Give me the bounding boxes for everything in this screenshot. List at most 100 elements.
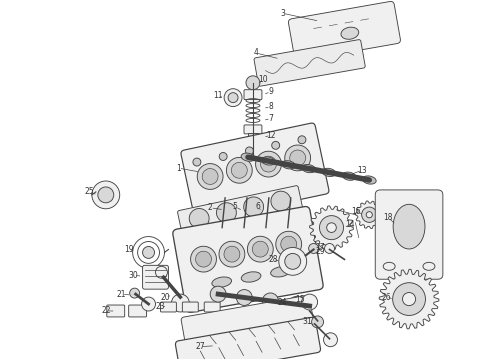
Circle shape [142, 297, 155, 311]
FancyBboxPatch shape [181, 123, 329, 221]
Circle shape [236, 289, 252, 305]
Circle shape [285, 145, 311, 171]
Text: 15: 15 [295, 294, 304, 303]
Text: 21: 21 [117, 289, 126, 298]
Ellipse shape [283, 227, 293, 232]
Text: 19: 19 [124, 245, 133, 254]
Text: 9: 9 [269, 87, 273, 96]
FancyBboxPatch shape [204, 302, 220, 312]
Circle shape [247, 236, 273, 262]
Circle shape [276, 231, 302, 257]
FancyBboxPatch shape [129, 305, 147, 317]
Text: 1: 1 [176, 163, 181, 172]
Circle shape [298, 136, 306, 144]
Circle shape [252, 241, 268, 257]
Polygon shape [379, 269, 439, 329]
Text: 30: 30 [129, 271, 139, 280]
Text: 27: 27 [196, 342, 205, 351]
Circle shape [279, 247, 307, 275]
Ellipse shape [212, 277, 232, 287]
Circle shape [219, 153, 227, 161]
Text: 2: 2 [208, 203, 213, 212]
Circle shape [246, 76, 260, 90]
Circle shape [302, 294, 318, 310]
Text: 14: 14 [345, 220, 355, 229]
Circle shape [155, 266, 168, 278]
Text: 12: 12 [266, 131, 275, 140]
Circle shape [281, 236, 296, 252]
Text: 26: 26 [381, 293, 391, 302]
Circle shape [392, 283, 425, 315]
Text: 6: 6 [255, 202, 260, 211]
Circle shape [271, 191, 291, 211]
Circle shape [219, 241, 245, 267]
Text: 24: 24 [278, 298, 288, 307]
Circle shape [324, 243, 335, 253]
Text: 5: 5 [233, 202, 238, 211]
Ellipse shape [270, 267, 290, 277]
Circle shape [309, 243, 318, 253]
Circle shape [226, 157, 252, 183]
FancyBboxPatch shape [182, 302, 198, 312]
Polygon shape [310, 206, 353, 249]
Circle shape [263, 293, 278, 309]
Text: 20: 20 [161, 293, 170, 302]
Text: 3: 3 [280, 9, 285, 18]
Ellipse shape [341, 27, 359, 39]
Ellipse shape [322, 168, 336, 176]
Circle shape [289, 296, 304, 312]
Circle shape [189, 208, 209, 228]
Circle shape [130, 288, 140, 298]
Ellipse shape [241, 153, 255, 161]
Circle shape [196, 251, 212, 267]
Circle shape [193, 158, 201, 166]
Circle shape [366, 212, 372, 218]
Ellipse shape [423, 262, 435, 270]
Text: 7: 7 [269, 114, 273, 123]
Circle shape [143, 247, 154, 258]
Circle shape [323, 333, 338, 347]
Circle shape [224, 246, 240, 262]
Ellipse shape [239, 227, 249, 232]
Circle shape [290, 150, 306, 166]
FancyBboxPatch shape [161, 302, 176, 312]
Circle shape [312, 316, 323, 328]
Circle shape [256, 151, 281, 177]
FancyBboxPatch shape [181, 296, 315, 352]
Circle shape [197, 163, 223, 189]
Text: 16: 16 [351, 207, 361, 216]
Polygon shape [355, 201, 383, 229]
Ellipse shape [342, 172, 356, 180]
Circle shape [191, 246, 217, 272]
Text: 22: 22 [101, 306, 111, 315]
Text: 11: 11 [214, 91, 223, 100]
Circle shape [285, 253, 301, 269]
Text: 10: 10 [258, 75, 268, 84]
Text: 13: 13 [358, 166, 367, 175]
Circle shape [231, 162, 247, 178]
Ellipse shape [261, 157, 275, 165]
Text: 25: 25 [84, 188, 94, 197]
Bar [248, 133, 258, 147]
Text: 4: 4 [253, 49, 258, 58]
FancyBboxPatch shape [173, 207, 323, 312]
Text: 23: 23 [156, 302, 165, 311]
Ellipse shape [282, 161, 295, 169]
FancyBboxPatch shape [244, 90, 262, 100]
Circle shape [244, 197, 264, 217]
Text: 28: 28 [268, 255, 278, 264]
Circle shape [261, 156, 276, 172]
Circle shape [402, 293, 416, 306]
Circle shape [319, 216, 343, 240]
FancyBboxPatch shape [177, 186, 302, 234]
Ellipse shape [302, 165, 316, 173]
Circle shape [362, 207, 377, 222]
Ellipse shape [383, 262, 395, 270]
FancyBboxPatch shape [254, 40, 365, 86]
Circle shape [202, 168, 218, 184]
Ellipse shape [217, 227, 227, 232]
Circle shape [245, 147, 253, 155]
Text: 18: 18 [384, 213, 393, 222]
FancyBboxPatch shape [143, 265, 169, 289]
Text: 8: 8 [269, 102, 273, 111]
